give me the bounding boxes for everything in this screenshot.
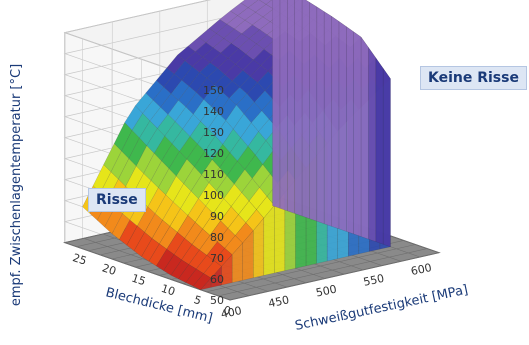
y-tick-label: 5 bbox=[192, 293, 203, 308]
z-axis-label: empf. Zwischenlagentemperatur [°C] bbox=[9, 64, 24, 306]
surface-skirt bbox=[323, 11, 332, 227]
x-tick-label: 500 bbox=[315, 283, 338, 300]
surface-skirt bbox=[375, 57, 384, 245]
surface-skirt bbox=[279, 0, 288, 212]
chart-ticks: 5060708090100110120130140150400450500550… bbox=[71, 84, 433, 321]
z-tick-label: 140 bbox=[203, 105, 224, 118]
surface-skirt bbox=[360, 36, 369, 240]
z-tick-label: 100 bbox=[203, 189, 224, 202]
surface-skirt bbox=[263, 204, 275, 276]
surface-skirt bbox=[294, 0, 303, 217]
floor-gridline bbox=[229, 252, 440, 301]
surface-skirt bbox=[309, 1, 318, 222]
surface-skirt bbox=[382, 67, 391, 248]
y-tick-label: 20 bbox=[100, 261, 117, 278]
z-tick-label: 150 bbox=[203, 84, 224, 97]
surface-skirt bbox=[301, 0, 310, 219]
surface-skirt bbox=[272, 0, 281, 209]
z-tick-label: 80 bbox=[210, 231, 224, 244]
z-tick-label: 130 bbox=[203, 126, 224, 139]
y-tick-label: 25 bbox=[71, 251, 88, 268]
surface-skirt bbox=[287, 0, 295, 214]
x-tick-label: 550 bbox=[362, 272, 385, 289]
y-tick-label: 15 bbox=[130, 272, 147, 289]
surface-skirt bbox=[346, 26, 354, 235]
surface-skirt bbox=[353, 31, 362, 237]
surface-skirt bbox=[338, 20, 347, 232]
annotation-risse: Risse bbox=[88, 188, 146, 212]
z-tick-label: 110 bbox=[203, 168, 224, 181]
z-tick-label: 120 bbox=[203, 147, 224, 160]
surface-skirt bbox=[331, 15, 340, 230]
x-tick-label: 450 bbox=[267, 293, 290, 310]
x-tick-label: 400 bbox=[220, 304, 243, 321]
surface-patch bbox=[258, 0, 273, 5]
z-tick-label: 50 bbox=[210, 294, 224, 307]
floor-gridline bbox=[218, 248, 428, 297]
y-tick-label: 10 bbox=[159, 282, 176, 299]
surface-skirt bbox=[368, 46, 377, 242]
surface-skirt bbox=[316, 6, 325, 225]
x-tick-label: 600 bbox=[410, 261, 433, 278]
y-tick-label: 0 bbox=[222, 303, 233, 318]
z-tick-label: 70 bbox=[210, 252, 224, 265]
z-tick-label: 90 bbox=[210, 210, 224, 223]
annotation-keine-risse: Keine Risse bbox=[420, 66, 527, 90]
chart-surface bbox=[82, 0, 391, 291]
z-tick-label: 60 bbox=[210, 273, 224, 286]
floor-gridline bbox=[206, 244, 416, 293]
